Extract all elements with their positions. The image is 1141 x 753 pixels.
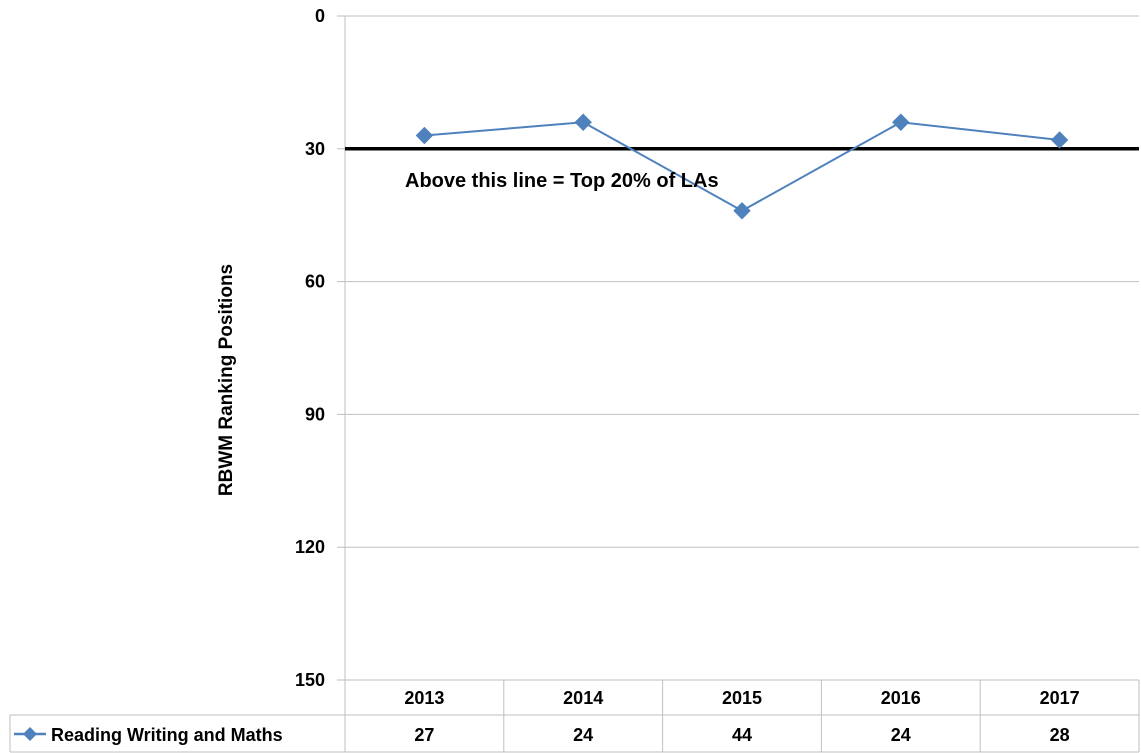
y-tick-label: 0 [315, 6, 325, 26]
y-axis: 0 30 60 90 120 150 [295, 6, 346, 690]
data-table: 2013 2014 2015 2016 2017 27 24 44 24 28 Reading Wr… [9, 679, 1140, 753]
data-point [574, 113, 592, 131]
table-value-cell: 44 [732, 725, 752, 745]
y-tick-label: 90 [305, 404, 325, 424]
y-tick-label: 60 [305, 272, 325, 292]
y-tick-label: 150 [295, 670, 325, 690]
table-header-cell: 2013 [404, 688, 444, 708]
series-line [424, 121, 1060, 212]
table-header-cell: 2015 [722, 688, 762, 708]
y-tick-label: 120 [295, 537, 325, 557]
table-header-cell: 2017 [1040, 688, 1080, 708]
data-point [892, 113, 910, 131]
table-value-cell: 28 [1050, 725, 1070, 745]
table-value-cell: 27 [414, 725, 434, 745]
y-tick-label: 30 [305, 139, 325, 159]
threshold-annotation: Above this line = Top 20% of LAs [405, 170, 719, 192]
data-point [1050, 131, 1069, 149]
table-value-cell: 24 [573, 725, 593, 745]
table-header-cell: 2016 [881, 688, 921, 708]
table-value-cell: 24 [891, 725, 911, 745]
data-point [733, 202, 751, 220]
table-header-cell: 2014 [563, 688, 603, 708]
series-group [415, 113, 1069, 220]
gridlines [337, 15, 1139, 681]
legend-marker [23, 727, 37, 741]
legend-label: Reading Writing and Maths [51, 725, 283, 745]
data-point [415, 126, 434, 145]
y-axis-title: RBWM Ranking Positions [216, 264, 237, 496]
